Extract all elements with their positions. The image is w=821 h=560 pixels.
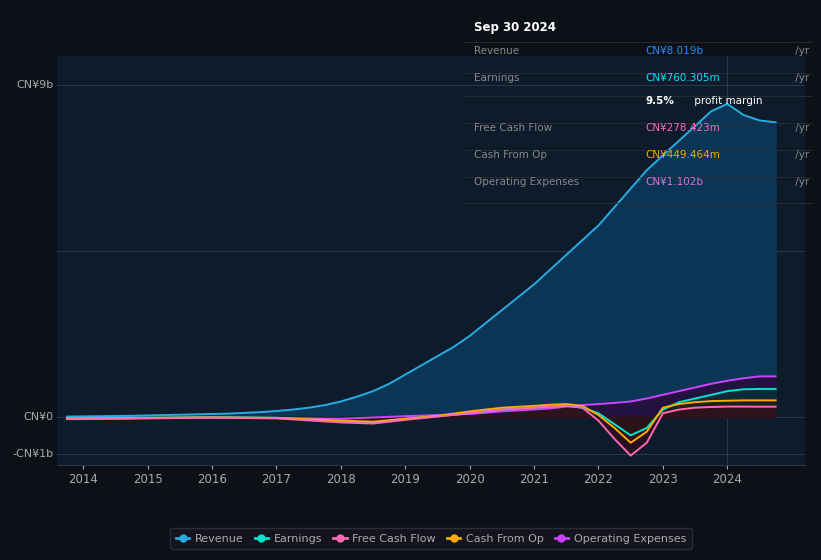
Text: CN¥449.464m: CN¥449.464m (645, 150, 720, 160)
Text: /yr: /yr (791, 123, 810, 133)
Text: Operating Expenses: Operating Expenses (475, 178, 580, 187)
Text: 9.5%: 9.5% (645, 96, 674, 106)
Text: /yr: /yr (791, 73, 810, 83)
Text: /yr: /yr (791, 46, 810, 55)
Text: CN¥9b: CN¥9b (16, 81, 53, 91)
Text: CN¥8.019b: CN¥8.019b (645, 46, 704, 55)
Text: Revenue: Revenue (475, 46, 520, 55)
Text: Free Cash Flow: Free Cash Flow (475, 123, 553, 133)
Text: CN¥760.305m: CN¥760.305m (645, 73, 720, 83)
Text: CN¥278.423m: CN¥278.423m (645, 123, 720, 133)
Text: /yr: /yr (791, 150, 810, 160)
Legend: Revenue, Earnings, Free Cash Flow, Cash From Op, Operating Expenses: Revenue, Earnings, Free Cash Flow, Cash … (171, 528, 691, 549)
Text: /yr: /yr (791, 178, 810, 187)
Text: profit margin: profit margin (690, 96, 762, 106)
Text: Earnings: Earnings (475, 73, 520, 83)
Text: -CN¥1b: -CN¥1b (12, 449, 53, 459)
Text: Sep 30 2024: Sep 30 2024 (475, 21, 557, 34)
Text: Cash From Op: Cash From Op (475, 150, 548, 160)
Text: CN¥0: CN¥0 (24, 412, 53, 422)
Text: CN¥1.102b: CN¥1.102b (645, 178, 704, 187)
